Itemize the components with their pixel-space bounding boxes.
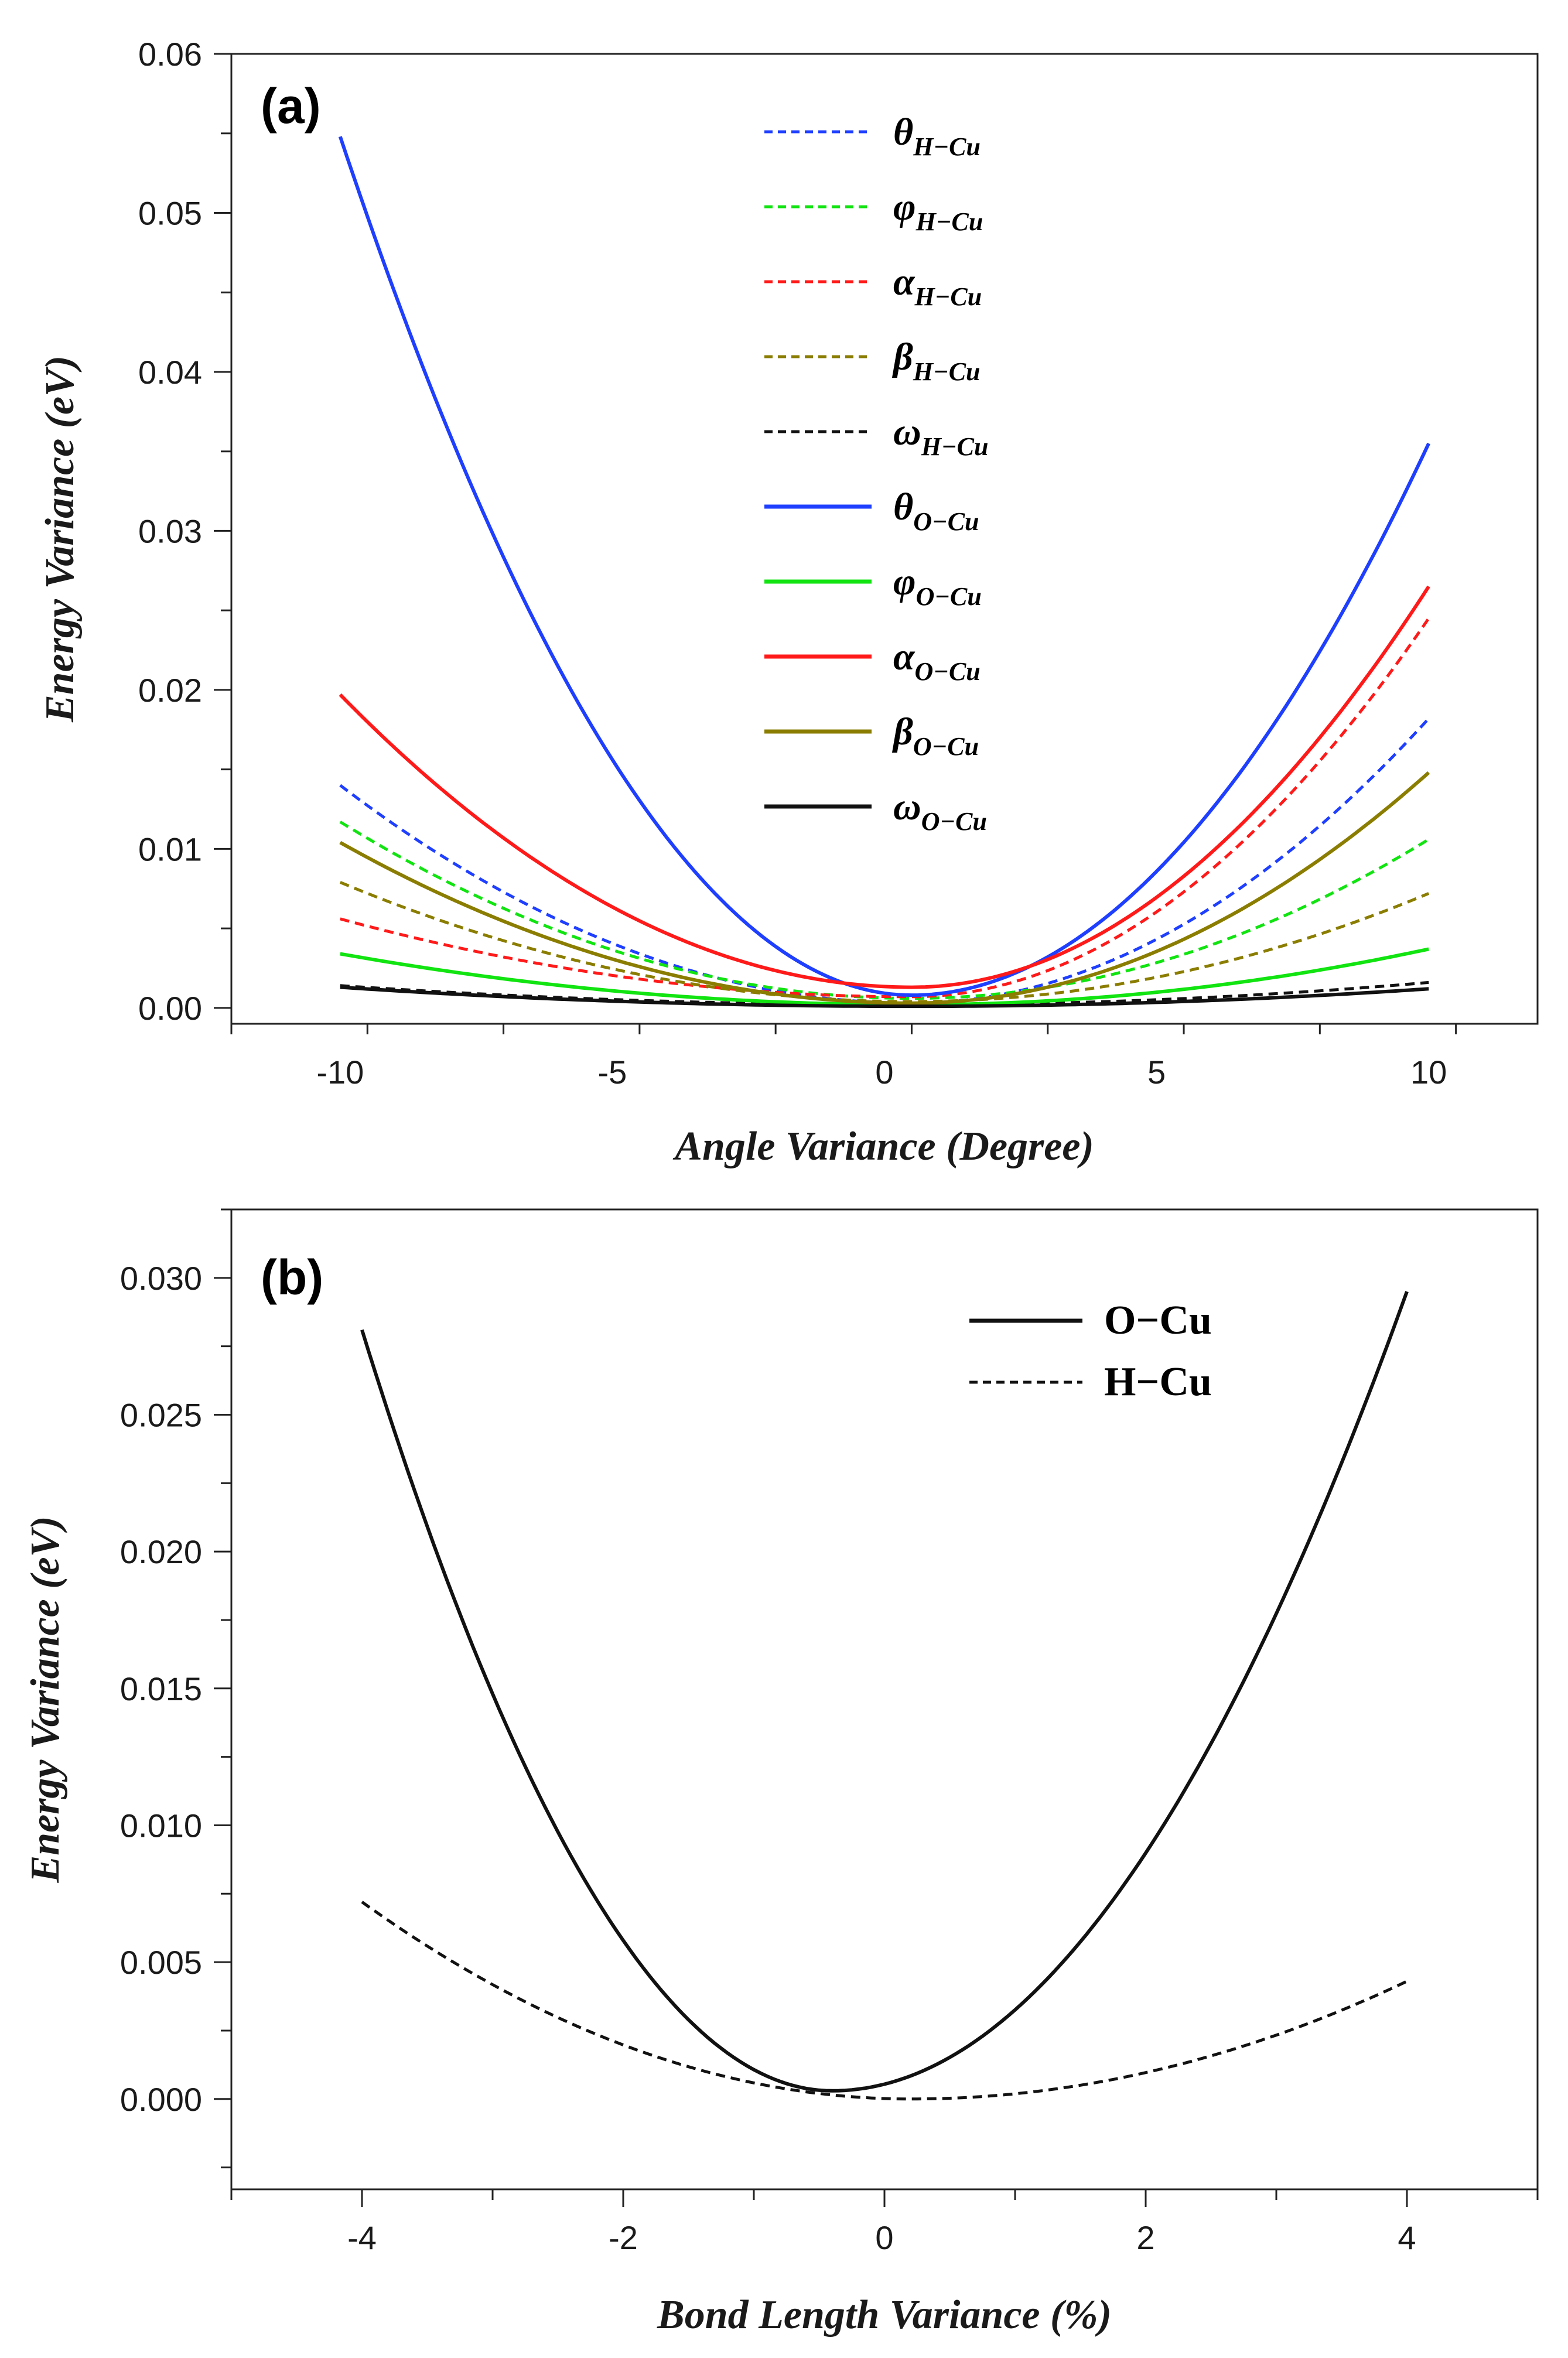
x-tick-label-a: -10 (316, 1054, 364, 1091)
y-tick-label-a: 0.04 (138, 354, 202, 391)
x-axis-title-b: Bond Length Variance (%) (657, 2292, 1112, 2338)
legend-a-theta-h-cu-subscript: H−Cu (913, 132, 981, 161)
series-a-omega-h-cu-line (340, 980, 1429, 1006)
y-tick-label-a: 0.06 (138, 36, 202, 73)
panel-label-b: (b) (261, 1250, 323, 1305)
y-axis-title-b: Energy Variance (eV) (23, 1516, 68, 1883)
y-tick-label-b: 0.005 (120, 1944, 202, 1981)
y-tick-label-b: 0.025 (120, 1396, 202, 1433)
legend-a-omega-o-cu-label: ωO−Cu (893, 785, 987, 836)
x-axis-title-a: Angle Variance (Degree) (672, 1124, 1094, 1169)
series-a-omega-o-cu-line (340, 985, 1429, 1009)
x-tick-label-b: 2 (1136, 2219, 1154, 2256)
panel-a: -10 -5 0 5 10 0.00 0.01 0.02 0.03 0.04 0.05 0.06 Ang… (37, 36, 1539, 1169)
y-tick-label-a: 0.05 (138, 194, 202, 231)
series-a-theta-o-cu-line (338, 136, 1430, 997)
series-a-alpha-o-cu-line (339, 585, 1430, 989)
legend-a-phi-h-cu-subscript: H−Cu (915, 207, 983, 236)
y-tick-label-a: 0.00 (138, 990, 202, 1027)
y-tick-label-b: 0.030 (120, 1260, 202, 1297)
legend-a-omega-h-cu-subscript: H−Cu (921, 432, 989, 461)
legend-a-theta-o-cu-subscript: O−Cu (913, 507, 979, 536)
x-tick-label-b: 4 (1398, 2219, 1416, 2256)
legend-a-beta-h-cu-subscript: H−Cu (913, 357, 981, 386)
panel-b: -4 -2 0 2 4 0.000 0.005 0.010 0.015 0.020 0.025 0.0… (23, 1208, 1539, 2338)
legend-a: θH−CuφH−CuαH−CuβH−CuωH−CuθO−CuφO−CuαO−Cu… (764, 111, 988, 836)
series-a-beta-o-cu-line (339, 771, 1430, 1005)
x-tick-label-a: 5 (1147, 1054, 1166, 1091)
y-tick-label-b: 0.010 (120, 1807, 202, 1844)
legend-a-beta-o-cu-subscript: O−Cu (913, 732, 979, 761)
legend-a-alpha-o-cu-subscript: O−Cu (915, 657, 981, 686)
y-tick-label-a: 0.01 (138, 831, 202, 867)
legend-b: O−Cu H−Cu (969, 1298, 1212, 1404)
series-b-o-cu-line (360, 1291, 1409, 2093)
x-tick-label-b: -2 (609, 2219, 638, 2256)
y-tick-label-b: 0.015 (120, 1670, 202, 1707)
x-tick-label-b: 0 (875, 2219, 893, 2256)
legend-a-phi-o-cu-subscript: O−Cu (916, 582, 982, 611)
legend-a-alpha-h-cu-subscript: H−Cu (914, 282, 982, 311)
y-tick-label-b: 0.020 (120, 1533, 202, 1570)
y-axis-title-a: Energy Variance (eV) (37, 356, 83, 723)
x-tick-label-b: -4 (347, 2219, 377, 2256)
series-b-h-cu-line (361, 1901, 1408, 2101)
y-tick-label-a: 0.02 (138, 672, 202, 709)
x-tick-label-a: -5 (598, 1054, 627, 1091)
y-tick-label-a: 0.03 (138, 512, 202, 549)
x-tick-label-a: 0 (875, 1054, 893, 1091)
y-tick-label-b: 0.000 (120, 2081, 202, 2118)
legend-b-h-cu-label: H−Cu (1104, 1359, 1212, 1404)
legend-b-o-cu-label: O−Cu (1104, 1298, 1212, 1343)
x-tick-label-a: 10 (1410, 1054, 1447, 1091)
series-a-alpha-h-cu-line (340, 617, 1430, 999)
plot-frame-a (230, 53, 1539, 1025)
legend-a-omega-o-cu-subscript: O−Cu (921, 807, 987, 836)
panel-label-a: (a) (261, 78, 321, 134)
